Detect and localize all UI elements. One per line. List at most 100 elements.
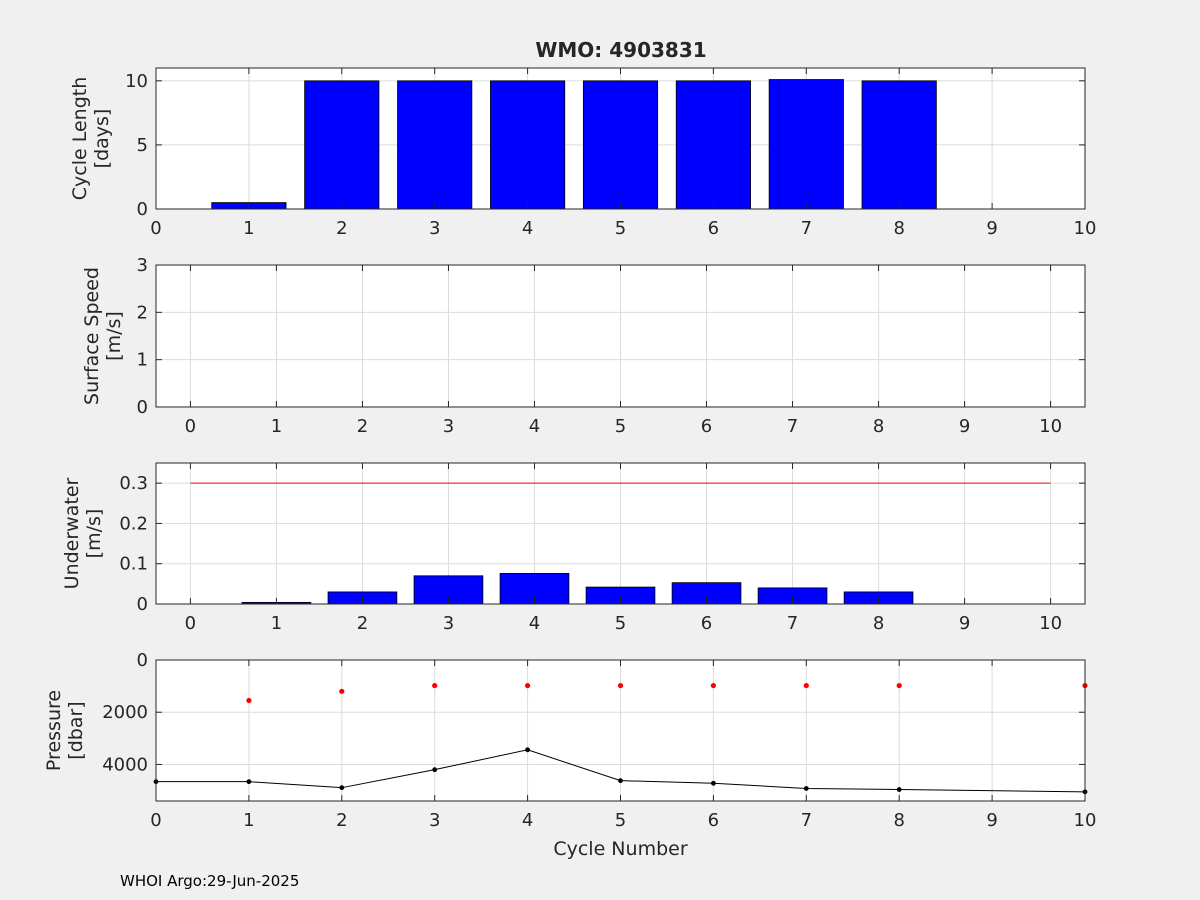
x-tick-label: 7 [787, 416, 798, 437]
x-tick-label: 2 [336, 810, 347, 831]
x-tick-label: 4 [522, 218, 533, 239]
bar-cycle-4 [490, 80, 566, 210]
y-axis-label-line: [m/s] [103, 311, 125, 361]
y-tick-label: 0 [137, 594, 148, 615]
x-tick-label: 9 [959, 416, 970, 437]
x-tick-label: 4 [529, 416, 540, 437]
y-axis-label-line: Surface Speed [81, 267, 103, 405]
y-tick-label: 0.3 [119, 473, 148, 494]
x-tick-label: 10 [1074, 218, 1097, 239]
x-tick-label: 10 [1039, 613, 1062, 634]
profile-pressure-point [803, 786, 809, 791]
x-tick-label: 6 [708, 218, 719, 239]
profile-pressure-point [525, 747, 530, 753]
x-tick-label: 6 [708, 810, 719, 831]
park-pressure-point [525, 682, 531, 689]
x-tick-label: 3 [429, 218, 440, 239]
x-tick-label: 10 [1074, 810, 1097, 831]
y-axis-label: Cycle Length[days] [69, 77, 113, 201]
y-axis-label-line: [days] [91, 109, 113, 169]
footer-note: WHOI Argo:29-Jun-2025 [120, 872, 300, 890]
x-tick-label: 0 [150, 218, 161, 239]
y-axis-label-line: Underwater [61, 477, 83, 589]
x-tick-label: 5 [615, 613, 626, 634]
y-axis-label: Pressure[dbar] [43, 690, 87, 771]
x-tick-label: 6 [701, 613, 712, 634]
y-tick-label: 2000 [102, 702, 148, 723]
x-tick-label: 10 [1039, 416, 1062, 437]
x-tick-label: 5 [615, 810, 626, 831]
x-tick-label: 4 [522, 810, 533, 831]
y-tick-label: 3 [137, 255, 148, 276]
x-tick-label: 3 [429, 810, 440, 831]
profile-pressure-point [339, 785, 345, 791]
profile-pressure-point [246, 779, 252, 785]
y-axis-label-line: [m/s] [83, 509, 105, 559]
y-axis-label: Surface Speed[m/s] [81, 267, 125, 405]
park-pressure-point [803, 682, 809, 689]
x-tick-label: 2 [357, 613, 368, 634]
park-pressure-point [617, 682, 624, 689]
profile-pressure-point [618, 778, 623, 784]
y-axis-label-line: Pressure [43, 690, 65, 771]
y-tick-label: 0 [137, 199, 148, 220]
x-tick-label: 7 [801, 810, 812, 831]
chart-title: WMO: 4903831 [535, 38, 706, 62]
x-tick-label: 9 [986, 218, 997, 239]
profile-pressure-point [896, 787, 902, 792]
y-tick-label: 2 [137, 302, 148, 323]
x-tick-label: 4 [529, 613, 540, 634]
x-tick-label: 1 [271, 613, 282, 634]
x-tick-label: 7 [787, 613, 798, 634]
y-tick-label: 5 [137, 135, 148, 156]
x-tick-label: 1 [243, 218, 254, 239]
x-axis-label: Cycle Number [553, 838, 687, 860]
bar-cycle-3 [397, 80, 473, 210]
profile-pressure-point [711, 780, 716, 786]
y-tick-label: 10 [125, 71, 148, 92]
x-tick-label: 6 [701, 416, 712, 437]
x-tick-label: 0 [185, 613, 196, 634]
x-tick-label: 2 [357, 416, 368, 437]
x-tick-label: 8 [873, 613, 884, 634]
y-axis-label-line: Cycle Length [69, 77, 91, 201]
y-tick-label: 0.1 [119, 554, 148, 575]
profile-pressure-point [432, 767, 438, 773]
x-tick-label: 7 [801, 218, 812, 239]
x-tick-label: 2 [336, 218, 347, 239]
y-axis-label: Underwater[m/s] [61, 477, 105, 589]
x-tick-label: 5 [615, 218, 626, 239]
x-tick-label: 1 [271, 416, 282, 437]
y-tick-label: 1 [137, 350, 148, 371]
panel-1: 0 1 2 3 4 5 6 7 8 9 10 0 5 10 Cycle Length[days] [69, 67, 1097, 239]
bar-cycle-2 [304, 80, 380, 210]
y-tick-label: 0 [137, 650, 148, 671]
x-tick-label: 0 [185, 416, 196, 437]
x-tick-label: 9 [959, 613, 970, 634]
x-tick-label: 1 [243, 810, 254, 831]
pressure-line [156, 749, 1086, 793]
bar-cycle-7 [768, 79, 844, 210]
park-pressure-point [339, 688, 345, 694]
panel-3: 0 1 2 3 4 5 6 7 8 9 10 0 0.1 0.2 0.3 Underwater[m/s] [61, 462, 1086, 634]
bar-cycle-5 [582, 80, 659, 210]
park-pressure-point [432, 682, 438, 689]
y-tick-label: 4000 [102, 754, 148, 775]
park-pressure-point [896, 682, 902, 689]
y-tick-label: 0 [137, 397, 148, 418]
x-tick-label: 5 [615, 416, 626, 437]
x-tick-label: 8 [893, 218, 904, 239]
panel-2: 0 1 2 3 4 5 6 7 8 9 10 0 1 2 3 Surface Speed[m/s] [81, 255, 1086, 437]
bar-cycle-6 [675, 80, 751, 210]
x-tick-label: 8 [893, 810, 904, 831]
x-tick-label: 8 [873, 416, 884, 437]
x-tick-label: 3 [443, 416, 454, 437]
x-tick-label: 0 [150, 810, 161, 831]
panel-4: 0 1 2 3 4 5 6 7 8 9 10 0 2000 4000 Pressure[dbar] Cycle… [43, 650, 1096, 860]
x-tick-label: 9 [986, 810, 997, 831]
park-pressure-point [710, 682, 717, 689]
y-axis-label-line: [dbar] [65, 701, 87, 759]
park-pressure-point [246, 697, 252, 704]
